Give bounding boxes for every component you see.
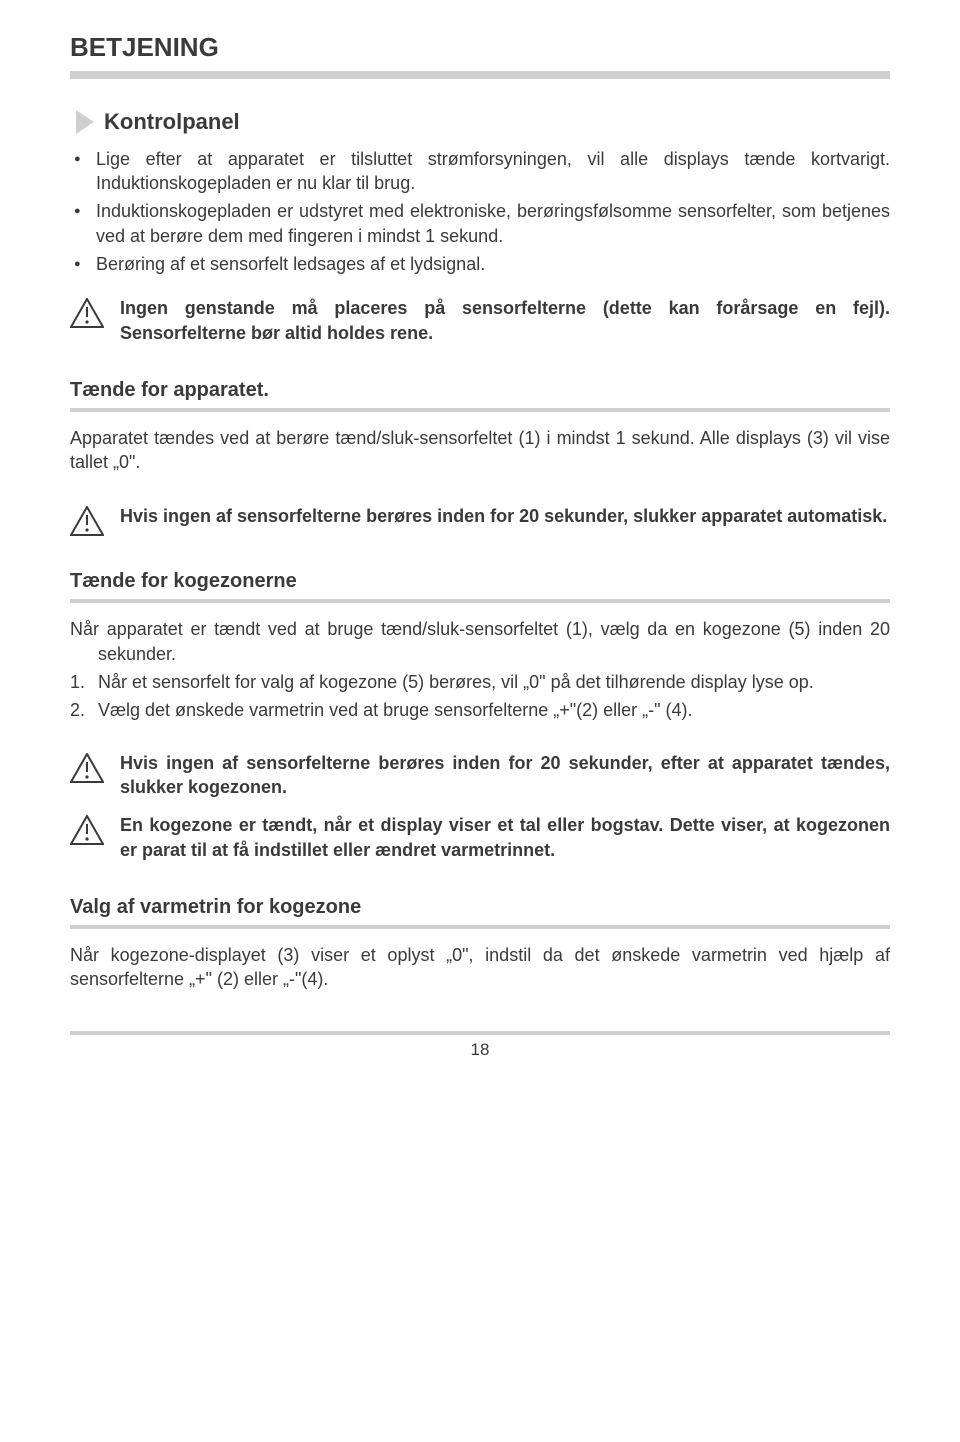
warning-text: En kogezone er tændt, når et display vis…: [120, 813, 890, 862]
warning-block: En kogezone er tændt, når et display vis…: [70, 813, 890, 862]
page-footer: 18: [70, 1031, 890, 1062]
footer-divider: [70, 1031, 890, 1035]
body-text: Apparatet tændes ved at berøre tænd/sluk…: [70, 426, 890, 475]
warning-block: Ingen genstande må placeres på sensorfel…: [70, 296, 890, 345]
warning-icon: [70, 506, 104, 536]
subheading-divider: [70, 599, 890, 603]
subheading-turn-on-device: Tænde for apparatet.: [70, 377, 890, 404]
list-number: 1.: [70, 670, 85, 694]
warning-icon: [70, 298, 104, 328]
play-icon: [76, 110, 94, 134]
warning-text: Ingen genstande må placeres på sensorfel…: [120, 296, 890, 345]
section-title: Kontrolpanel: [104, 107, 240, 137]
zone-instructions: Når apparatet er tændt ved at bruge tænd…: [70, 617, 890, 722]
list-item: 2.Vælg det ønskede varmetrin ved at brug…: [98, 698, 890, 722]
list-item: 1.Når et sensorfelt for valg af kogezone…: [98, 670, 890, 694]
subheading-divider: [70, 925, 890, 929]
warning-text: Hvis ingen af sensorfelterne berøres ind…: [120, 504, 890, 528]
intro-bullet-list: Lige efter at apparatet er tilsluttet st…: [70, 147, 890, 276]
list-number: 2.: [70, 698, 85, 722]
subheading-heat-level: Valg af varmetrin for kogezone: [70, 894, 890, 921]
title-divider: [70, 71, 890, 79]
list-item: Induktionskogepladen er udstyret med ele…: [96, 199, 890, 248]
numbered-list: 1. Når et sensorfelt for valg af kogezone…: [70, 670, 890, 723]
list-text: Vælg det ønskede varmetrin ved at bruge …: [98, 700, 693, 720]
list-item: Berøring af et sensorfelt ledsages af et…: [96, 252, 890, 276]
section-kontrolpanel-header: Kontrolpanel: [70, 107, 890, 137]
subheading-divider: [70, 408, 890, 412]
warning-block: Hvis ingen af sensorfelterne berøres ind…: [70, 751, 890, 800]
warning-block: Hvis ingen af sensorfelterne berøres ind…: [70, 504, 890, 536]
body-text: Når apparatet er tændt ved at bruge tænd…: [70, 617, 890, 666]
page-title: BETJENING: [70, 30, 890, 65]
warning-icon: [70, 753, 104, 783]
warning-text: Hvis ingen af sensorfelterne berøres ind…: [120, 751, 890, 800]
page-number: 18: [70, 1039, 890, 1062]
list-text: Når et sensorfelt for valg af kogezone (…: [98, 672, 814, 692]
body-text: Når kogezone-displayet (3) viser et oply…: [70, 943, 890, 992]
warning-icon: [70, 815, 104, 845]
subheading-turn-on-zones: Tænde for kogezonerne: [70, 568, 890, 595]
list-item: Lige efter at apparatet er tilsluttet st…: [96, 147, 890, 196]
